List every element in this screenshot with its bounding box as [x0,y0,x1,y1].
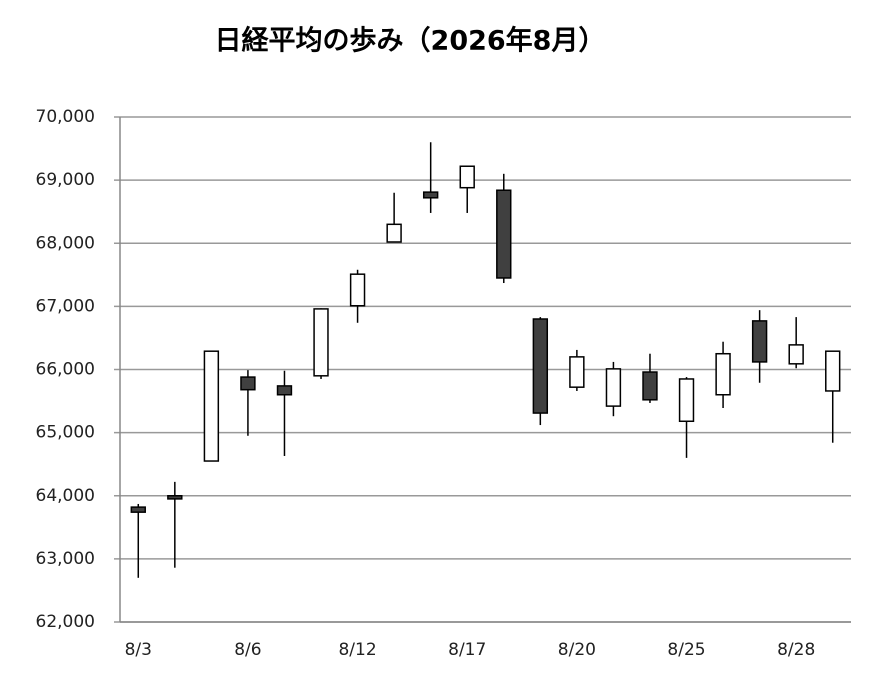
candle-body [203,350,220,462]
x-tick-label: 8/6 [234,640,261,660]
candle-body [422,191,439,199]
y-tick-label: 64,000 [36,486,95,506]
x-tick-label: 8/20 [558,640,596,660]
candle-body [788,344,804,365]
y-tick-label: 66,000 [36,360,95,380]
candle-body [751,320,768,363]
candle-body [496,189,512,279]
candle-body [349,273,366,307]
candle-body [167,495,183,500]
y-tick-label: 70,000 [36,107,95,127]
candle-body [459,165,475,189]
x-tick-label: 8/17 [448,640,486,660]
x-tick-label: 8/28 [777,640,815,660]
candle-body [130,506,146,513]
x-tick-label: 8/25 [667,640,705,660]
candle-body [605,368,622,407]
y-tick-label: 65,000 [36,423,95,443]
candle-body [569,356,585,388]
candle-body [825,350,841,392]
candle-body [678,378,695,423]
y-tick-label: 62,000 [36,612,95,632]
y-tick-label: 69,000 [36,170,95,190]
candle-body [276,385,293,396]
y-tick-label: 67,000 [36,296,95,316]
candle-body [532,318,549,414]
candle-body [240,376,256,391]
candle-body [313,308,329,377]
y-tick-label: 68,000 [36,233,95,253]
candle-body [386,223,402,243]
chart-title: 日経平均の歩み（2026年8月） [215,25,606,57]
candle-body [642,371,658,401]
x-tick-label: 8/12 [338,640,376,660]
candle-body [715,352,731,396]
x-tick-label: 8/3 [125,640,152,660]
y-tick-label: 63,000 [36,549,95,569]
